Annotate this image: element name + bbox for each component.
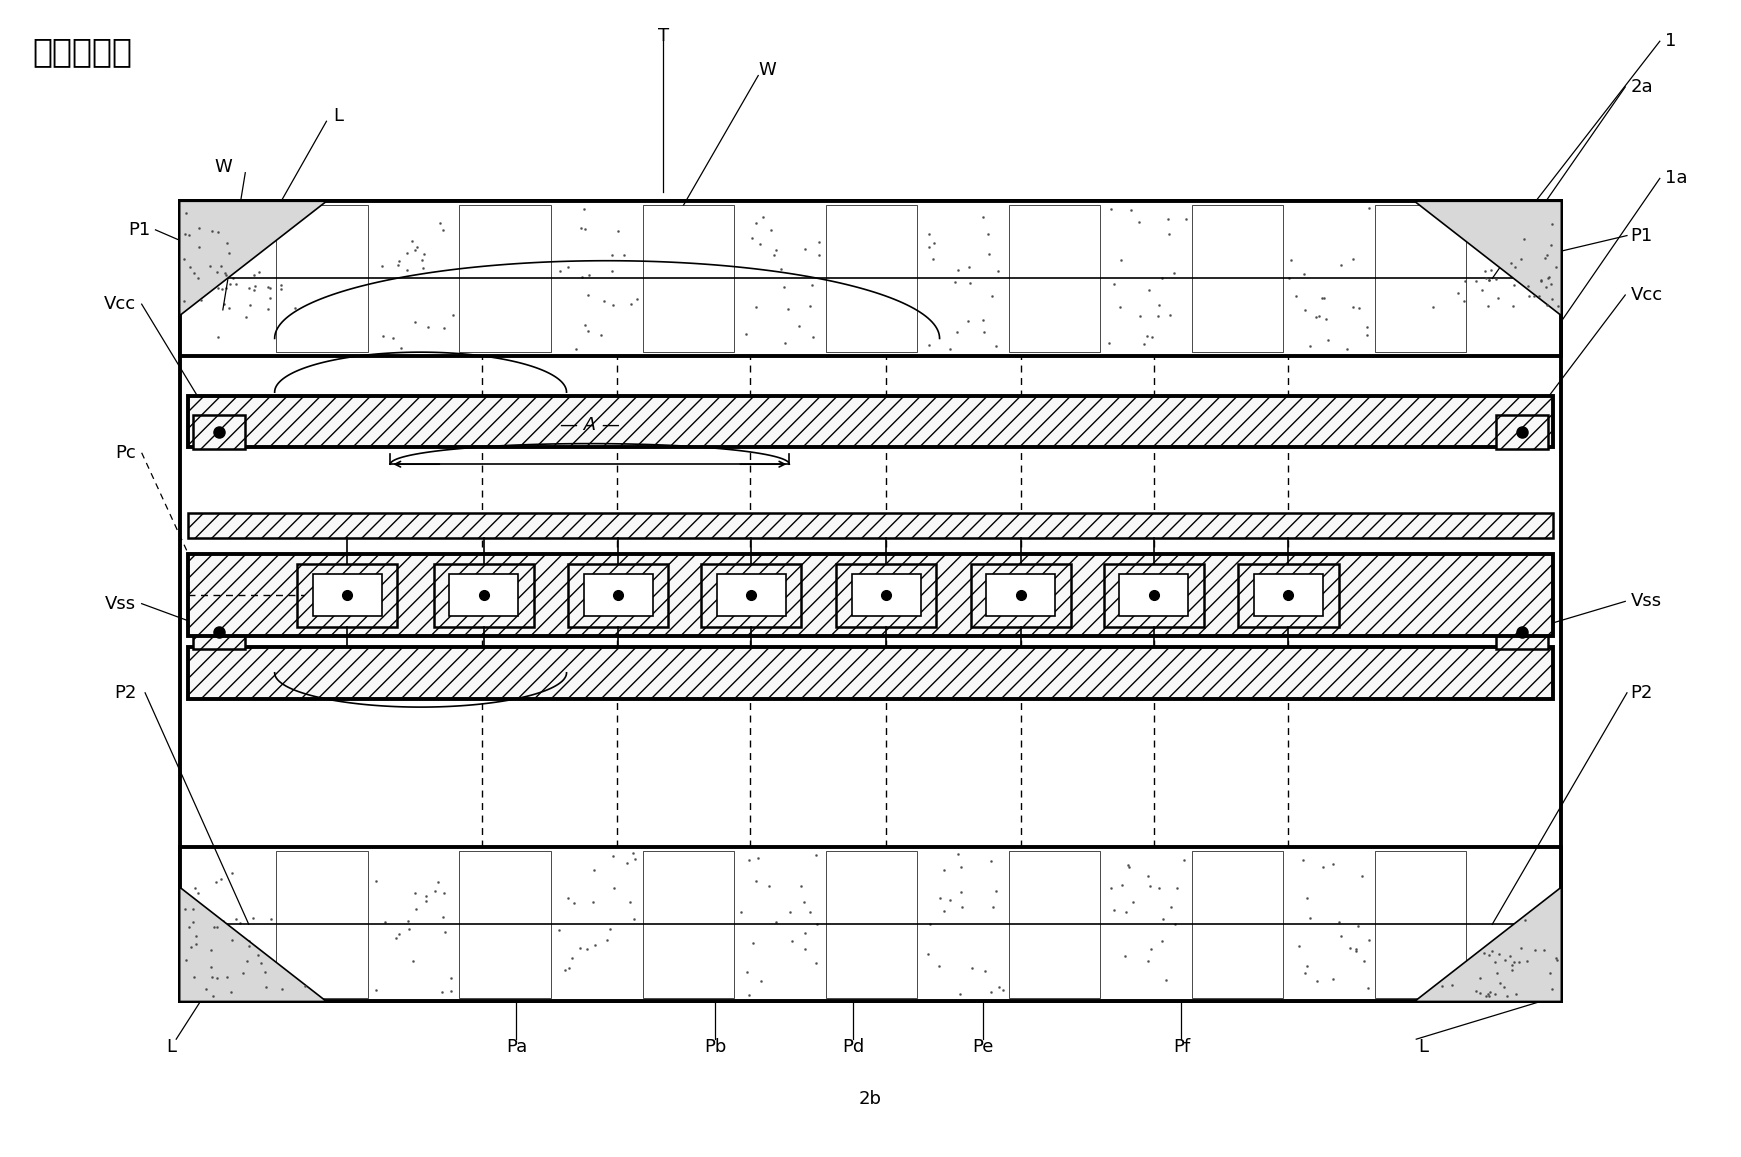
Bar	[1254, 574, 1323, 617]
Polygon shape	[179, 887, 327, 1002]
Bar	[185, 850, 277, 998]
Bar	[717, 574, 785, 617]
Polygon shape	[1414, 201, 1562, 316]
Text: Pf: Pf	[1173, 1038, 1189, 1056]
Bar	[179, 847, 1562, 1002]
Bar	[434, 563, 534, 626]
Bar	[702, 563, 801, 626]
Text: Vss: Vss	[1630, 592, 1661, 611]
Bar	[1496, 616, 1548, 649]
Bar	[460, 205, 550, 352]
Bar	[277, 205, 367, 352]
Bar	[1193, 205, 1283, 352]
Text: Pd: Pd	[843, 1038, 864, 1056]
Text: 1: 1	[1664, 32, 1677, 50]
Bar	[550, 850, 642, 998]
Text: L: L	[165, 1038, 176, 1056]
Bar	[918, 205, 1008, 352]
Text: Pa: Pa	[507, 1038, 528, 1056]
Bar	[188, 514, 1553, 538]
Bar	[367, 850, 460, 998]
Text: Vcc: Vcc	[1630, 286, 1663, 304]
Bar	[313, 574, 381, 617]
Bar	[1100, 205, 1193, 352]
Bar	[277, 850, 367, 998]
Bar	[179, 201, 1562, 1002]
Bar	[550, 205, 642, 352]
Text: P1: P1	[1630, 227, 1652, 244]
Text: Pb: Pb	[703, 1038, 726, 1056]
Bar	[825, 205, 918, 352]
Bar	[851, 574, 921, 617]
Bar	[193, 616, 245, 649]
Bar	[188, 647, 1553, 699]
Text: P2: P2	[115, 684, 136, 702]
Bar	[985, 574, 1055, 617]
Bar	[642, 850, 735, 998]
Text: W: W	[757, 61, 776, 79]
Bar	[460, 850, 550, 998]
Bar	[918, 850, 1008, 998]
Bar	[449, 574, 519, 617]
Bar	[1008, 850, 1100, 998]
Text: 1a: 1a	[1664, 169, 1687, 187]
Text: Pe: Pe	[971, 1038, 994, 1056]
Bar	[825, 850, 918, 998]
Bar	[188, 396, 1553, 447]
Bar	[583, 574, 653, 617]
Bar	[1238, 563, 1339, 626]
Bar	[298, 563, 397, 626]
Bar	[836, 563, 937, 626]
Text: Pc: Pc	[115, 444, 136, 462]
Text: L: L	[1419, 1038, 1428, 1056]
Polygon shape	[1414, 887, 1562, 1002]
Bar	[1375, 205, 1466, 352]
Bar	[179, 201, 1562, 355]
Polygon shape	[179, 201, 327, 316]
Bar	[1283, 205, 1375, 352]
Bar	[1119, 574, 1189, 617]
Text: 2a: 2a	[1630, 78, 1652, 96]
Bar	[188, 554, 1553, 635]
Bar	[193, 415, 245, 449]
Bar	[1283, 850, 1375, 998]
Text: 図１（ａ）: 図１（ａ）	[33, 36, 132, 68]
Bar	[1104, 563, 1203, 626]
Bar	[735, 205, 825, 352]
Text: P2: P2	[1630, 684, 1652, 702]
Text: Vcc: Vcc	[104, 295, 136, 314]
Bar	[642, 205, 735, 352]
Text: W: W	[214, 159, 232, 176]
Bar	[568, 563, 669, 626]
Text: 2b: 2b	[858, 1090, 883, 1107]
Bar	[1496, 415, 1548, 449]
Bar	[1100, 850, 1193, 998]
Text: — A —: — A —	[561, 417, 620, 435]
Text: L: L	[334, 106, 343, 125]
Bar	[367, 205, 460, 352]
Text: Vss: Vss	[106, 595, 136, 613]
Bar	[1193, 850, 1283, 998]
Bar	[185, 205, 277, 352]
Text: P1: P1	[129, 221, 150, 238]
Bar	[1008, 205, 1100, 352]
Bar	[1375, 850, 1466, 998]
Bar	[971, 563, 1071, 626]
Bar	[735, 850, 825, 998]
Text: T: T	[658, 27, 669, 44]
